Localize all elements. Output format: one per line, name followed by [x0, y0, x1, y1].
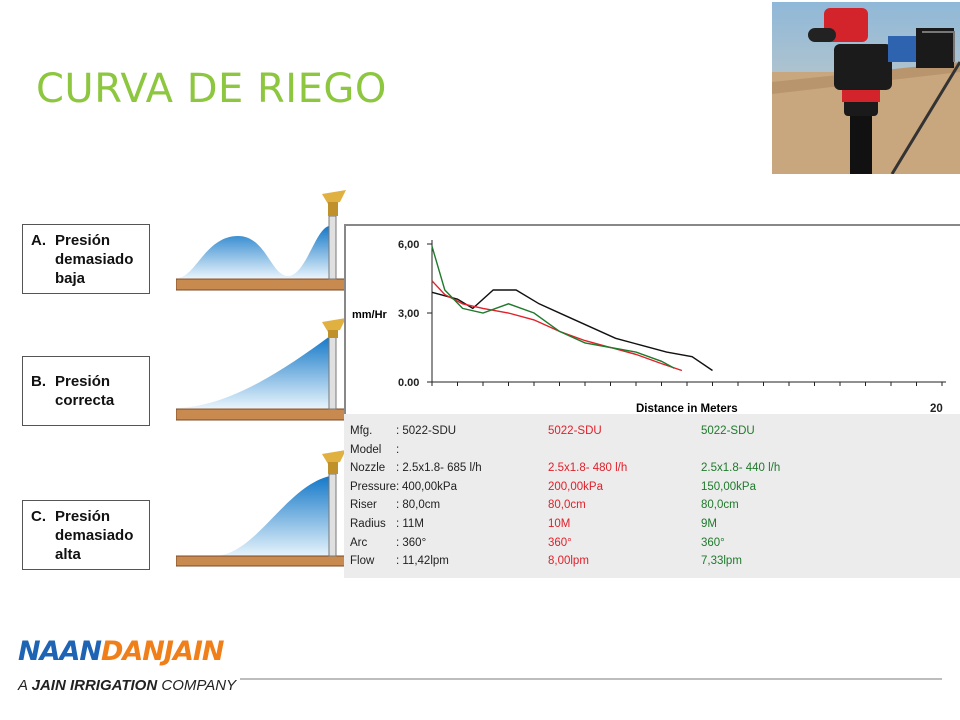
- spec-row: Mfg. : 5022-SDU 5022-SDU 5022-SDU: [344, 422, 960, 440]
- pressure-box-line: alta: [55, 546, 81, 563]
- spec-label: Flow: [350, 555, 375, 568]
- spec-row: Arc : 360° 360° 360°: [344, 534, 960, 552]
- spec-value-green: 7,33lpm: [701, 555, 742, 568]
- pressure-box-line: correcta: [55, 392, 115, 409]
- company-logo: NAANDANJAIN A JAIN IRRIGATION COMPANY: [18, 636, 236, 694]
- logo-naan: NAAN: [18, 636, 102, 667]
- spec-value-green: 360°: [701, 536, 725, 549]
- pressure-box-line: Presión: [55, 508, 111, 525]
- x-tick-label: 20: [930, 403, 943, 414]
- spec-table: Mfg.: 5022-SDU 5022-SDU 5022-SDU Model: Nozz…: [344, 414, 960, 578]
- spec-value-green: 5022-SDU: [701, 425, 755, 437]
- spec-value-green: 150,00kPa: [701, 480, 756, 493]
- water-profile-correct-pressure: [176, 318, 349, 421]
- spec-value-green: 80,0cm: [701, 499, 739, 512]
- pressure-box-line: Presión: [55, 232, 111, 249]
- pressure-box-letter: B.: [31, 373, 46, 390]
- spec-value-black: : 11M: [396, 518, 424, 530]
- pressure-box-letter: A.: [31, 232, 46, 249]
- spec-label: Arc: [350, 536, 368, 549]
- spec-label: Mfg.: [350, 425, 373, 437]
- spec-value-red: 360°: [548, 536, 572, 549]
- spec-value-black: :: [396, 443, 400, 456]
- pressure-box-line: demasiado: [55, 251, 134, 268]
- logo-dan: DAN: [101, 636, 165, 667]
- spec-value-red: 8,00lpm: [548, 555, 589, 568]
- spec-row: Radius : 11M 10M 9M: [344, 515, 960, 533]
- x-axis-label: Distance in Meters: [636, 403, 738, 414]
- y-axis-label: mm/Hr: [352, 309, 388, 321]
- series-line-red: [431, 280, 683, 372]
- page-title: CURVA DE RIEGO: [36, 66, 387, 112]
- pressure-box-c: C. Presión demasiado alta: [22, 500, 150, 570]
- pressure-box-line: baja: [55, 270, 86, 287]
- pressure-box-letter: C.: [31, 508, 46, 525]
- distribution-chart-svg: 6,00 3,00 0.00 20 mm/Hr Distance in Meters: [352, 239, 946, 415]
- spec-row: Riser : 80,0cm 80,0cm 80,0cm: [344, 496, 960, 514]
- y-tick-label: 6,00: [398, 239, 419, 251]
- spec-row: Model:: [344, 441, 960, 459]
- spec-value-red: 200,00kPa: [548, 480, 603, 493]
- spec-value-black: : 2.5x1.8- 685 l/h: [396, 462, 482, 475]
- spec-label: Riser: [350, 499, 377, 512]
- spec-value-red: 5022-SDU: [548, 425, 602, 437]
- spec-label: Model: [350, 443, 382, 456]
- spec-value-black: : 11,42lpm: [396, 555, 449, 568]
- water-profile-high-pressure: [176, 450, 349, 567]
- footer-divider: [240, 678, 942, 680]
- sprinkler-photo: [772, 2, 960, 174]
- water-profile-low-pressure: [176, 190, 349, 291]
- y-tick-label: 3,00: [398, 308, 419, 320]
- series-line-black: [431, 289, 713, 372]
- logo-tag-post: COMPANY: [157, 677, 237, 694]
- series-line-green: [431, 246, 675, 369]
- spec-value-red: 2.5x1.8- 480 l/h: [548, 462, 628, 475]
- spec-label: Nozzle: [350, 462, 386, 475]
- spec-row: Flow : 11,42lpm 8,00lpm 7,33lpm: [344, 552, 960, 570]
- spec-row: Nozzle : 2.5x1.8- 685 l/h 2.5x1.8- 480 l/h…: [344, 459, 960, 477]
- spec-value-black: : 80,0cm: [396, 499, 441, 512]
- spec-label: Radius: [350, 518, 386, 530]
- pressure-box-line: Presión: [55, 373, 111, 390]
- logo-tag-pre: A: [18, 677, 32, 694]
- pressure-box-line: demasiado: [55, 527, 134, 544]
- spec-row: Pressure: 400,00kPa 200,00kPa 150,00kPa: [344, 478, 960, 496]
- distribution-chart: 6,00 3,00 0.00 20 mm/Hr Distance in Meters: [344, 224, 960, 416]
- spec-value-red: 80,0cm: [548, 499, 586, 512]
- pressure-box-a: A. Presión demasiado baja: [22, 224, 150, 294]
- spec-value-black: : 5022-SDU: [396, 425, 457, 437]
- spec-label: Pressure:: [350, 480, 400, 493]
- pressure-box-b: B. Presión correcta: [22, 356, 150, 426]
- spec-value-red: 10M: [548, 518, 571, 530]
- logo-jain: JAIN: [163, 636, 225, 667]
- y-tick-label: 0.00: [398, 377, 419, 389]
- spec-value-green: 9M: [701, 518, 717, 530]
- logo-tag-bold: JAIN IRRIGATION: [31, 677, 158, 694]
- spec-value-black: 400,00kPa: [402, 480, 457, 493]
- spec-value-black: : 360°: [396, 536, 427, 549]
- spec-value-green: 2.5x1.8- 440 l/h: [701, 462, 781, 475]
